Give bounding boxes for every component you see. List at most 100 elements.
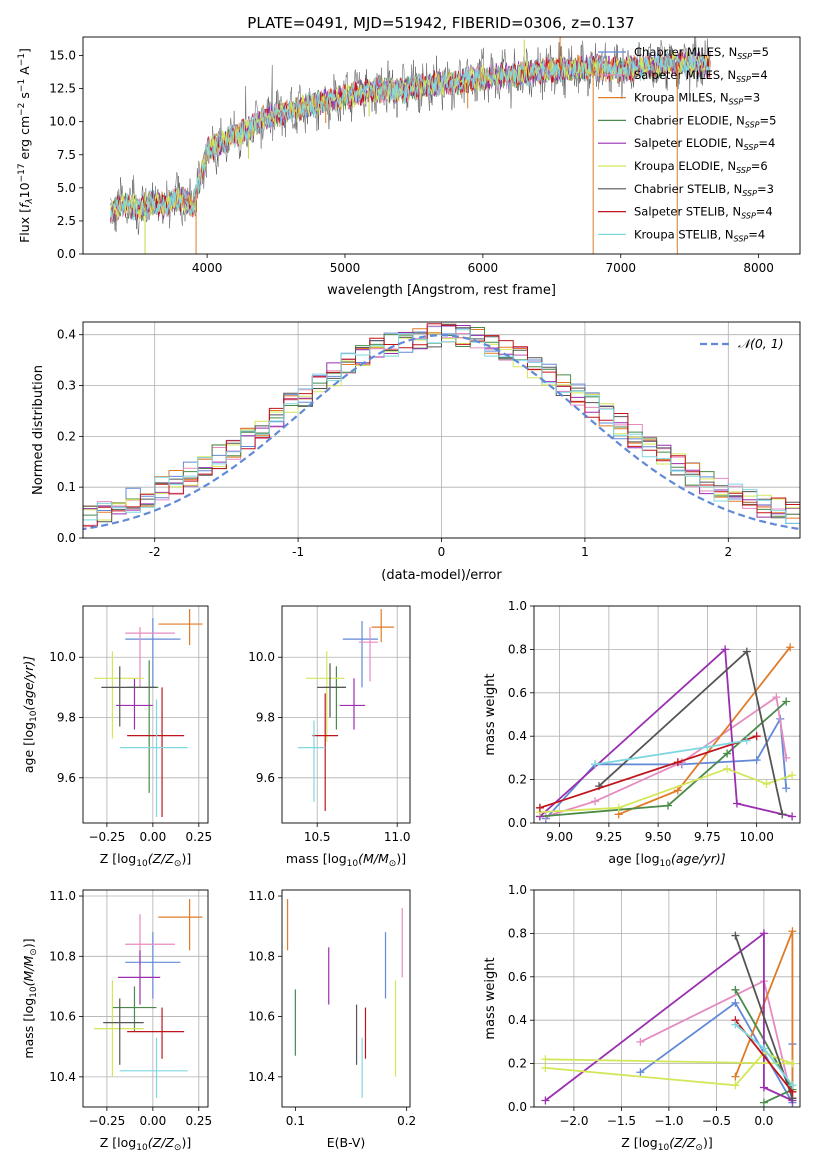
legend-entry-5: Kroupa ELODIE, NSSP=6 [634,159,768,175]
label-part: (Z/Z [148,1135,175,1150]
gaussian-curve [83,334,800,531]
label-part: (M/M [358,851,389,866]
tick-label-y: 0.6 [508,970,527,984]
tick-label-y: 12.5 [49,82,76,96]
tick-label-x: −1.5 [607,1114,636,1128]
axes-frame [533,889,801,1108]
label-part: age [log [608,851,659,866]
tick-label-y: 10.0 [49,115,76,129]
label-part: =5 [752,45,769,59]
tick-label-y: 0.0 [508,816,527,830]
axes-frame [82,889,209,1108]
errorbar-2 [371,609,394,643]
errorbar-2 [158,899,203,951]
label-part: −2 [17,103,27,116]
tick-label-y: 0.2 [508,773,527,787]
weight-line-6 [598,649,784,815]
tick-label-x: 0.00 [139,1114,166,1128]
ylabel-label: age [log10(age/yr)] [21,656,39,773]
tick-label-y: 10.6 [49,1010,76,1024]
tick-label-x: 8000 [743,261,774,275]
weight-marker [591,760,600,769]
tick-label-y: 10.8 [49,949,76,963]
weight-line-1 [545,695,788,818]
label-part: Z [log [621,1135,657,1150]
label-part: (age/yr)] [21,656,36,711]
tick-label-y: 10.0 [248,650,275,664]
label-part: )] [703,1135,713,1150]
weight-marker [762,779,771,788]
errorbar-0 [342,621,378,688]
tick-label-x: −0.5 [702,1114,731,1128]
weight-marker [535,803,544,812]
tick-label-y: 10.4 [49,1070,76,1084]
weight-marker [731,1072,740,1081]
tick-label-y: 1.0 [508,883,527,897]
label-part: Kroupa ELODIE, N [634,159,736,173]
label-part: =3 [757,182,774,196]
tick-label-y: 11.0 [49,889,76,903]
tick-label-y: 15.0 [49,49,76,63]
weight-marker [541,1063,550,1072]
label-part: f [17,202,32,208]
weight-marker [663,801,672,810]
weight-line-8 [594,739,747,766]
tick-label-x: 1 [581,545,589,559]
tick-label-x: 11.0 [384,830,411,844]
legend-entry-3: Chabrier ELODIE, NSSP=5 [634,113,776,129]
weight-marker [541,1055,550,1064]
tick-label-y: 0.8 [508,642,527,656]
errorbar-3 [127,660,159,793]
label-part: SSP [736,75,751,84]
label-part: Salpeter ELODIE, N [634,136,744,150]
legend-entry-0: Chabrier MILES, NSSP=5 [634,45,769,61]
label-part: SSP [734,234,749,243]
label-part: 10 [29,710,39,722]
weight-line-6 [734,935,794,1099]
weight-marker [788,812,797,821]
label-part: SSP [729,98,744,107]
tick-label-x: 10.00 [739,830,773,844]
plot-area-age-vs-weight [535,643,797,823]
weight-marker [782,753,791,762]
legend-entry-gaussian: 𝒩(0, 1) [738,336,784,351]
weight-marker [541,1096,550,1105]
label-part: =4 [748,227,765,241]
y-axis-label: Flux [fλ10−17 erg cm−2 s−1 A−1] [17,48,35,243]
label-part: SSP [736,166,751,175]
tick-label-y: 7.5 [57,148,76,162]
legend-entry-6: Chabrier STELIB, NSSP=3 [634,182,774,198]
label-part: −1 [17,79,27,92]
label-part: (age/yr)] [671,851,726,866]
plot-area-residuals [83,323,800,531]
tick-label-y: 0.2 [508,1057,527,1071]
axes-frame [281,605,411,824]
label-part: −17 [17,163,27,182]
tick-label-x: −2.0 [559,1114,588,1128]
label-part: =6 [751,159,768,173]
tick-label-y: 0.8 [508,926,527,940]
y-axis-label: Normed distribution [31,365,46,495]
weight-marker [759,929,768,938]
tick-label-y: 9.6 [57,771,76,785]
errorbar-6 [101,666,157,727]
label-part: ] [17,48,32,53]
tick-label-y: 5.0 [57,181,76,195]
tick-label-y: 1.0 [508,599,527,613]
errorbar-4 [117,950,161,1005]
plot-area-mass-vs-age [298,609,394,811]
label-part: SSP [737,52,752,61]
tick-label-y: 9.6 [256,771,275,785]
errorbar-1 [125,914,175,966]
label-part: A [17,66,32,79]
label-part: mass [log [21,998,36,1059]
axes-frame [281,889,411,1108]
tick-label-x: 0.25 [185,1114,212,1128]
label-part: mass [log [286,851,347,866]
weight-marker [732,799,741,808]
tick-label-x: -2 [149,545,161,559]
errorbar-2 [158,609,203,646]
errorbar-7 [312,693,338,811]
legend-entry-2: Kroupa MILES, NSSP=3 [634,91,760,107]
